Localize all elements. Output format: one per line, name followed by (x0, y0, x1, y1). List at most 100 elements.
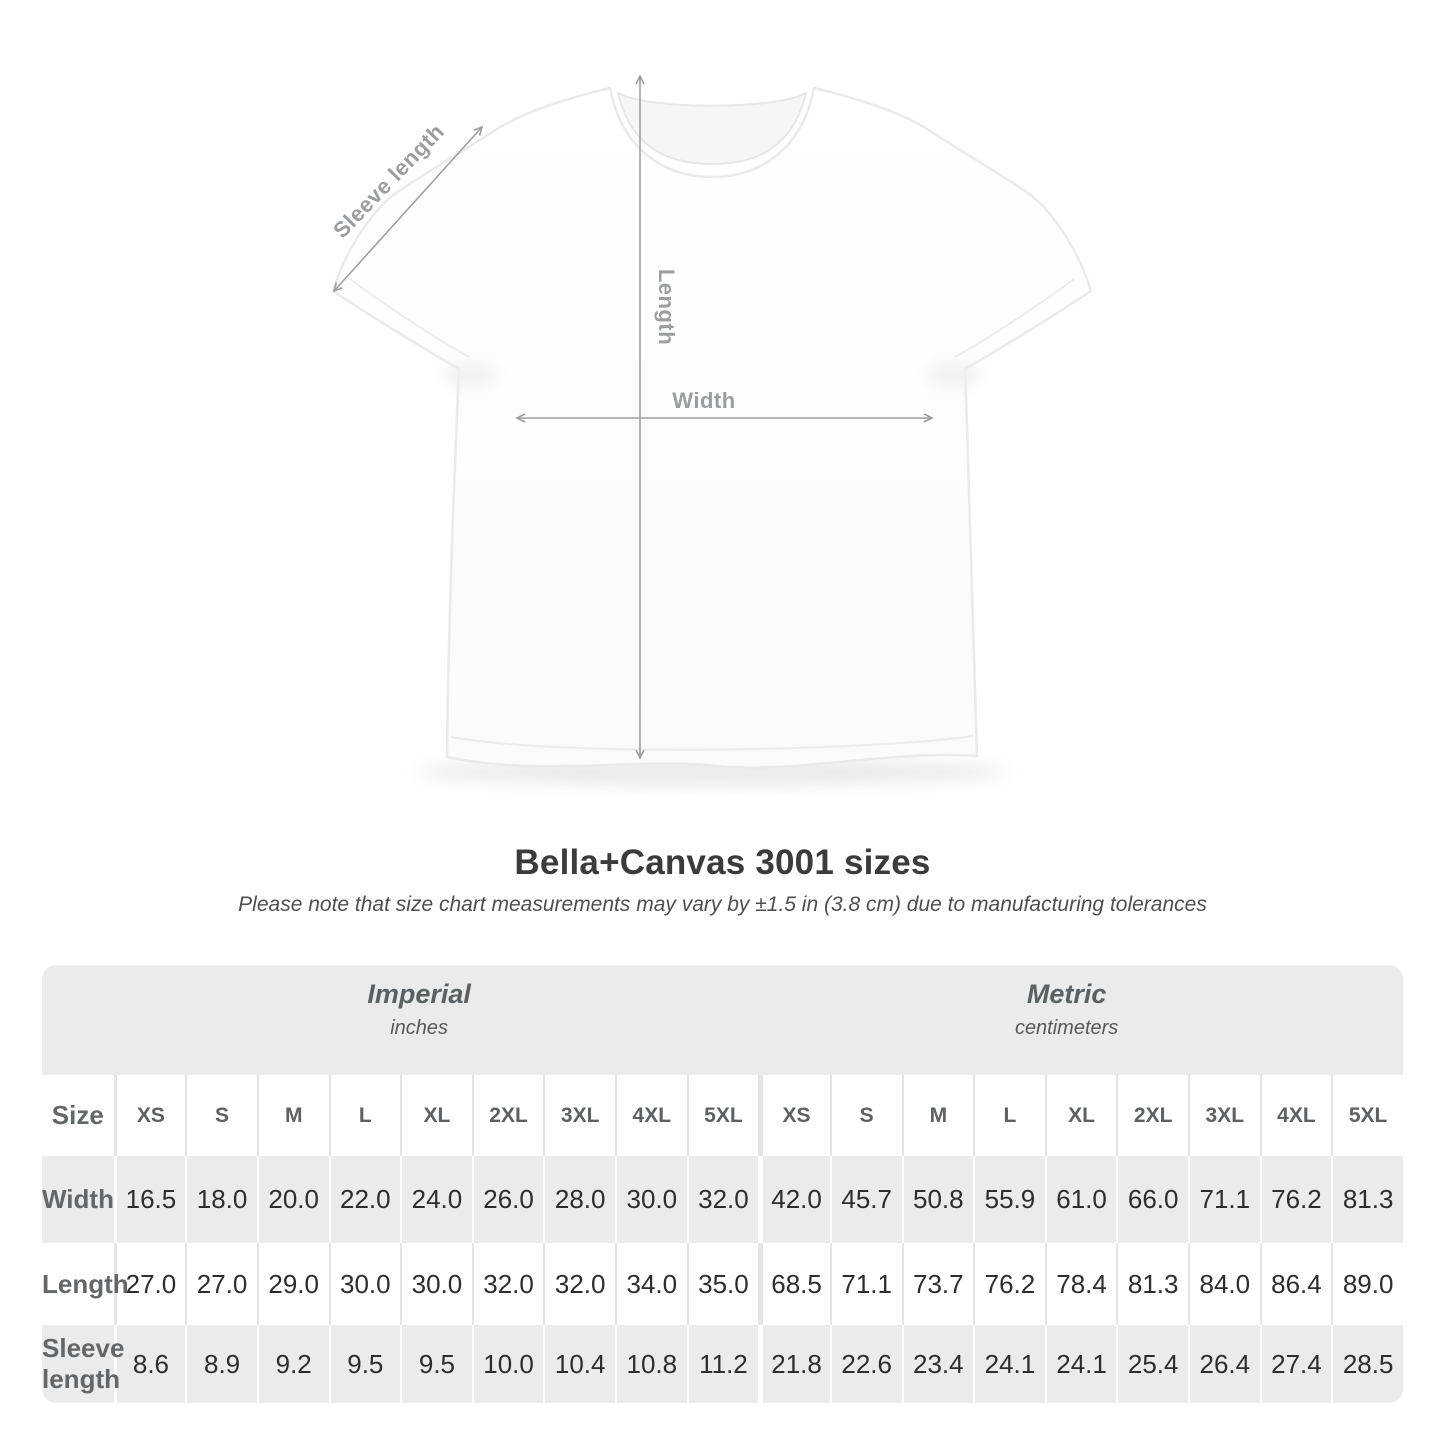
cell-imperial-5xl: 35.0 (686, 1243, 759, 1325)
cell-metric-xs: 42.0 (758, 1156, 830, 1243)
page-title: Bella+Canvas 3001 sizes (514, 843, 931, 882)
cell-imperial-s: 27.0 (185, 1243, 257, 1325)
cell-metric-4xl: 76.2 (1259, 1156, 1332, 1243)
cell-metric-s: 45.7 (829, 1156, 902, 1243)
cell-imperial-l: 22.0 (328, 1156, 401, 1243)
cell-imperial-5xl: 32.0 (686, 1156, 759, 1243)
cell-metric-l: 76.2 (973, 1243, 1045, 1325)
cell-metric-2xl: 66.0 (1116, 1156, 1188, 1243)
size-header-metric-5xl: 5XL (1331, 1075, 1403, 1156)
right-sleeve-stitch (954, 278, 1075, 358)
cell-imperial-3xl: 10.4 (543, 1325, 615, 1403)
cell-imperial-2xl: 26.0 (471, 1156, 544, 1243)
cell-metric-4xl: 27.4 (1259, 1325, 1332, 1403)
size-header-imperial-4xl: 4XL (615, 1075, 687, 1156)
cell-metric-s: 22.6 (829, 1325, 902, 1403)
size-header-metric-xl: XL (1044, 1075, 1117, 1156)
size-header-metric-xs: XS (758, 1075, 830, 1156)
tolerance-note: Please note that size chart measurements… (238, 893, 1207, 916)
row-label: Length (42, 1243, 129, 1325)
cell-metric-3xl: 26.4 (1188, 1325, 1260, 1403)
cell-imperial-m: 20.0 (256, 1156, 329, 1243)
row-label: Width (42, 1156, 114, 1243)
cell-metric-5xl: 81.3 (1331, 1156, 1403, 1243)
imperial-section-header: Imperial inches (42, 965, 759, 1075)
cell-metric-3xl: 84.0 (1188, 1243, 1260, 1325)
left-underarm-shading (444, 363, 496, 387)
right-underarm-shading (928, 363, 980, 387)
size-header-imperial-xs: XS (113, 1075, 186, 1156)
hem-stitch (450, 735, 974, 751)
size-header-imperial-l: L (328, 1075, 401, 1156)
tshirt-measurement-diagram: Width Length Sleeve length (328, 74, 1093, 786)
cell-imperial-l: 9.5 (328, 1325, 401, 1403)
size-header-metric-4xl: 4XL (1259, 1075, 1332, 1156)
cell-imperial-s: 8.9 (185, 1325, 257, 1403)
metric-label: Metric (1026, 979, 1107, 1009)
metric-sublabel: centimeters (1014, 1017, 1119, 1040)
size-header-metric-s: S (829, 1075, 902, 1156)
width-label: Width (672, 388, 735, 413)
cell-imperial-m: 9.2 (256, 1325, 329, 1403)
cell-imperial-2xl: 10.0 (471, 1325, 544, 1403)
size-header-metric-2xl: 2XL (1116, 1075, 1188, 1156)
table-row: Sleeve length 8.6 8.9 9.2 9.5 9.5 10.0 10.4 10.8… (42, 1325, 1403, 1403)
collar (616, 90, 808, 166)
table-row: Width 16.5 18.0 20.0 22.0 24.0 26.0 28.0 30.0 32.… (42, 1156, 1403, 1243)
cell-metric-m: 23.4 (901, 1325, 974, 1403)
cell-imperial-3xl: 32.0 (543, 1243, 615, 1325)
units-header-row: Imperial inches Metric centimeters (42, 965, 1403, 1075)
cell-imperial-2xl: 32.0 (471, 1243, 544, 1325)
cell-imperial-xs: 16.5 (113, 1156, 186, 1243)
cell-metric-xl: 78.4 (1044, 1243, 1117, 1325)
cell-metric-xs: 68.5 (758, 1243, 830, 1325)
size-header-imperial-5xl: 5XL (686, 1075, 759, 1156)
cell-metric-xl: 61.0 (1044, 1156, 1117, 1243)
cell-metric-2xl: 81.3 (1116, 1243, 1188, 1325)
cell-imperial-xl: 24.0 (400, 1156, 472, 1243)
cell-metric-5xl: 28.5 (1331, 1325, 1403, 1403)
size-header-metric-l: L (973, 1075, 1045, 1156)
cell-imperial-xs: 27.0 (113, 1243, 186, 1325)
cell-metric-xl: 24.1 (1044, 1325, 1117, 1403)
size-header-row: Size XS S M L XL 2XL 3XL 4XL 5XL XS S M L XL 2XL 3XL 4XL 5… (42, 1075, 1403, 1156)
table-row: Length 27.0 27.0 29.0 30.0 30.0 32.0 32.0 34.0 35… (42, 1243, 1403, 1325)
cell-metric-4xl: 86.4 (1259, 1243, 1332, 1325)
size-column-header: Size (42, 1075, 114, 1156)
cell-imperial-s: 18.0 (185, 1156, 257, 1243)
metric-section-header: Metric centimeters (758, 965, 1403, 1075)
cell-imperial-4xl: 34.0 (615, 1243, 687, 1325)
cell-imperial-4xl: 30.0 (615, 1156, 687, 1243)
size-header-imperial-xl: XL (400, 1075, 472, 1156)
cell-imperial-xl: 9.5 (400, 1325, 472, 1403)
cell-metric-m: 50.8 (901, 1156, 974, 1243)
size-header-metric-3xl: 3XL (1188, 1075, 1260, 1156)
cell-metric-l: 55.9 (973, 1156, 1045, 1243)
size-header-imperial-3xl: 3XL (543, 1075, 615, 1156)
cell-imperial-3xl: 28.0 (543, 1156, 615, 1243)
cell-imperial-xs: 8.6 (113, 1325, 186, 1403)
imperial-sublabel: inches (390, 1017, 449, 1040)
tshirt-graphic (331, 86, 1093, 769)
size-table-container: Imperial inches Metric centimeters Size XS S M L… (42, 965, 1403, 1403)
cell-metric-m: 73.7 (901, 1243, 974, 1325)
cell-metric-xs: 21.8 (758, 1325, 830, 1403)
cell-metric-2xl: 25.4 (1116, 1325, 1188, 1403)
cell-metric-3xl: 71.1 (1188, 1156, 1260, 1243)
length-label: Length (654, 269, 679, 345)
size-table: Imperial inches Metric centimeters Size XS S M L… (42, 965, 1403, 1403)
size-header-imperial-m: M (256, 1075, 329, 1156)
size-header-imperial-s: S (185, 1075, 257, 1156)
cell-metric-5xl: 89.0 (1331, 1243, 1403, 1325)
imperial-label: Imperial (367, 979, 471, 1009)
cell-metric-l: 24.1 (973, 1325, 1045, 1403)
cell-imperial-xl: 30.0 (400, 1243, 472, 1325)
cell-imperial-l: 30.0 (328, 1243, 401, 1325)
size-header-metric-m: M (901, 1075, 974, 1156)
cell-imperial-m: 29.0 (256, 1243, 329, 1325)
cell-metric-s: 71.1 (829, 1243, 902, 1325)
cell-imperial-5xl: 11.2 (686, 1325, 759, 1403)
size-header-imperial-2xl: 2XL (471, 1075, 544, 1156)
row-label: Sleeve length (42, 1325, 124, 1403)
